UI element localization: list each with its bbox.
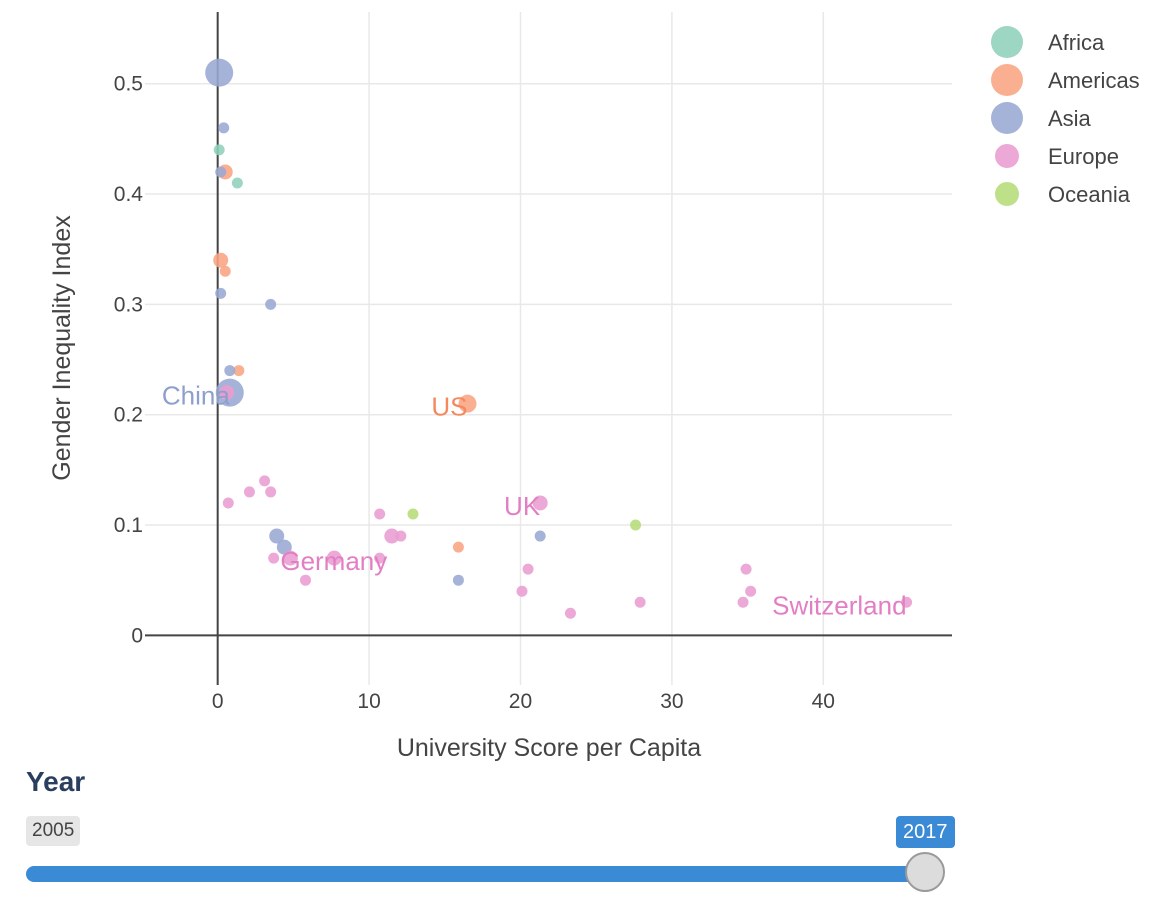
data-point-europe [522, 563, 534, 575]
data-point-americas [452, 541, 464, 553]
data-point-europe [219, 385, 235, 401]
data-point-africa [213, 144, 225, 156]
data-point-asia [215, 166, 227, 178]
legend-marker [995, 182, 1019, 206]
data-point-europe [395, 530, 407, 542]
annotation-germany: Germany [280, 546, 387, 576]
annotations: China US UK Germany Switzerland [162, 381, 907, 621]
data-point-asia [534, 530, 546, 542]
data-point-europe [282, 550, 298, 566]
legend-item-americas[interactable]: Americas [991, 64, 1140, 96]
x-axis-title: University Score per Capita [397, 734, 701, 762]
data-point-europe [243, 486, 255, 498]
scatter-chart: 0 10 20 30 40 0 0.1 0.2 0.3 0.4 0.5 China US UK Germa… [48, 12, 1140, 762]
annotation-switzerland: Switzerland [772, 590, 906, 620]
x-tick-label: 40 [812, 690, 835, 713]
axes [145, 12, 952, 685]
x-tick-label: 10 [357, 690, 380, 713]
annotation-china: China [162, 381, 230, 411]
slider-current-label: 2017 [896, 816, 955, 848]
y-tick-label: 0.1 [114, 514, 143, 537]
data-point-asia [269, 528, 285, 544]
data-point-europe [268, 552, 280, 564]
legend: Africa Americas Asia Europe Oceania [991, 26, 1140, 207]
data-point-oceania [630, 519, 642, 531]
data-point-europe [374, 508, 386, 520]
y-tick-label: 0.5 [114, 73, 143, 96]
data-point-europe [634, 596, 646, 608]
year-slider-handle[interactable] [905, 852, 945, 892]
slider-title: Year [26, 766, 86, 797]
x-tick-label: 20 [509, 690, 532, 713]
data-points [205, 58, 913, 619]
data-point-europe [901, 596, 913, 608]
tick-labels: 0 10 20 30 40 0 0.1 0.2 0.3 0.4 0.5 [114, 73, 835, 713]
legend-item-asia[interactable]: Asia [991, 102, 1092, 134]
legend-label: Oceania [1048, 182, 1131, 207]
legend-item-oceania[interactable]: Oceania [995, 182, 1131, 207]
data-point-asia [276, 539, 292, 555]
legend-label: Asia [1048, 106, 1092, 131]
data-point-europe [265, 486, 277, 498]
data-point-americas [213, 252, 229, 268]
data-point-americas [219, 265, 231, 277]
y-tick-label: 0.3 [114, 293, 143, 316]
data-point-asia [265, 298, 277, 310]
data-point-africa [231, 177, 243, 189]
legend-marker [991, 26, 1023, 58]
data-point-asia [224, 365, 236, 377]
annotation-uk: UK [504, 491, 541, 521]
data-point-europe [745, 585, 757, 597]
data-point-europe [299, 574, 311, 586]
legend-item-europe[interactable]: Europe [995, 144, 1119, 169]
annotation-us: US [431, 392, 467, 422]
data-point-europe [737, 596, 749, 608]
legend-label: Europe [1048, 144, 1119, 169]
data-point-asia [452, 574, 464, 586]
x-tick-label: 30 [660, 690, 683, 713]
data-point-americas [458, 394, 477, 413]
y-tick-label: 0.4 [114, 183, 144, 206]
data-point-europe [740, 563, 752, 575]
data-point-asia [218, 122, 230, 134]
year-slider-track[interactable] [26, 866, 930, 882]
y-tick-label: 0 [131, 624, 143, 647]
data-point-americas [233, 365, 245, 377]
legend-label: Americas [1048, 68, 1140, 93]
x-tick-label: 0 [212, 690, 224, 713]
data-point-europe [259, 475, 271, 487]
data-point-europe [374, 552, 386, 564]
data-point-asia [205, 58, 234, 87]
data-point-europe [326, 550, 342, 566]
legend-marker [991, 64, 1023, 96]
data-point-europe [516, 585, 528, 597]
data-point-europe [384, 528, 400, 544]
legend-marker [995, 144, 1019, 168]
legend-item-africa[interactable]: Africa [991, 26, 1105, 58]
legend-marker [991, 102, 1023, 134]
data-point-asia [215, 287, 227, 299]
gridlines [145, 12, 952, 685]
data-point-oceania [407, 508, 419, 520]
legend-label: Africa [1048, 30, 1105, 55]
y-tick-label: 0.2 [114, 404, 143, 427]
data-point-europe [222, 497, 234, 509]
data-point-europe [564, 607, 576, 619]
y-axis-title: Gender Inequality Index [48, 215, 76, 481]
data-point-europe [532, 495, 548, 511]
slider-min-label: 2005 [26, 816, 81, 846]
